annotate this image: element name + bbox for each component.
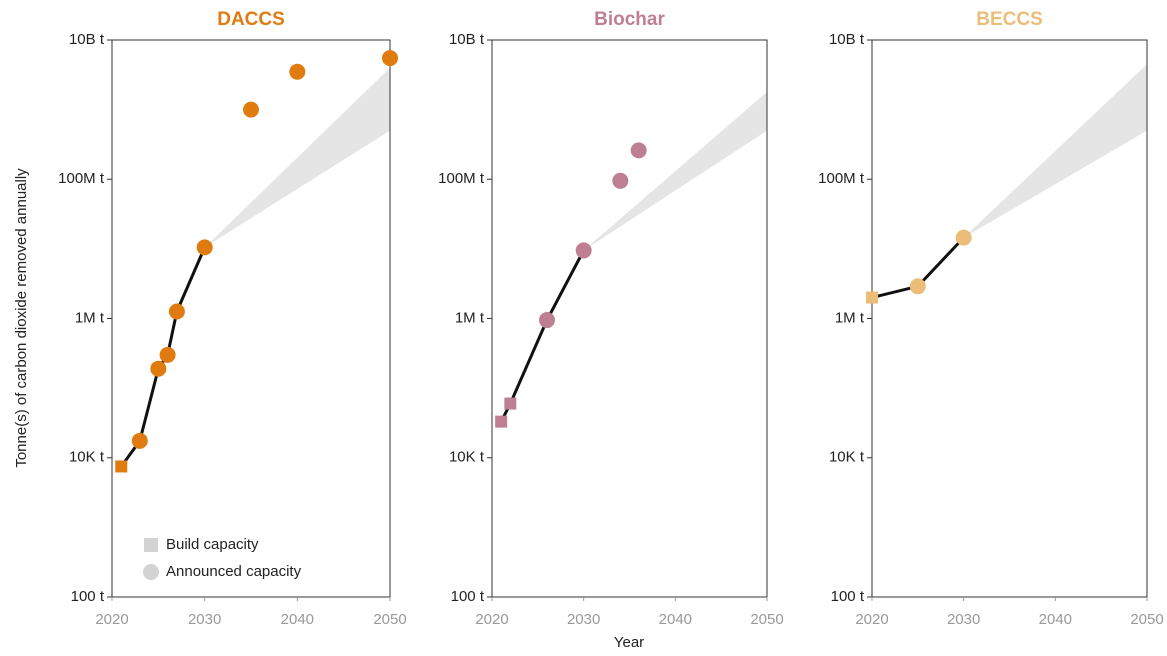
- announced-marker: [243, 101, 259, 118]
- announced-marker: [150, 360, 167, 377]
- x-tick-label: 2040: [281, 611, 314, 628]
- announced-marker: [168, 303, 185, 320]
- projection-band: [583, 91, 767, 251]
- y-tick-label: 10B t: [829, 31, 865, 48]
- y-tick-label: 100M t: [818, 170, 865, 187]
- panel-title: DACCS: [217, 9, 285, 30]
- projection-band: [204, 67, 390, 248]
- trend-line: [499, 249, 585, 423]
- projection-band: [963, 64, 1147, 238]
- build-marker: [866, 291, 878, 304]
- panel-title: BECCS: [976, 9, 1043, 30]
- x-axis-label: Year: [614, 634, 644, 651]
- announced-marker: [382, 50, 398, 67]
- x-tick-label: 2030: [947, 611, 980, 628]
- y-tick-label: 10B t: [69, 31, 105, 48]
- legend-marker: [144, 538, 158, 552]
- announced-marker: [955, 229, 972, 246]
- x-tick-label: 2020: [475, 611, 508, 628]
- announced-marker: [612, 172, 629, 189]
- x-tick-label: 2050: [750, 611, 783, 628]
- y-tick-label: 10K t: [829, 449, 865, 466]
- y-tick-label: 100 t: [71, 588, 105, 605]
- y-tick-label: 10K t: [449, 449, 485, 466]
- build-marker: [495, 415, 508, 428]
- y-tick-label: 100 t: [831, 588, 865, 605]
- build-marker: [504, 397, 517, 410]
- announced-marker: [539, 312, 555, 329]
- announced-marker: [131, 432, 148, 449]
- y-tick-label: 10K t: [69, 449, 105, 466]
- announced-marker: [289, 63, 306, 80]
- y-tick-label: 1M t: [835, 309, 865, 326]
- legend-label: Build capacity: [166, 536, 259, 553]
- y-tick-label: 1M t: [75, 309, 105, 326]
- announced-marker: [630, 142, 647, 159]
- y-tick-label: 100 t: [451, 588, 485, 605]
- x-tick-label: 2030: [188, 611, 221, 628]
- x-tick-label: 2050: [373, 611, 406, 628]
- build-marker: [115, 460, 128, 473]
- x-tick-label: 2030: [567, 611, 600, 628]
- y-tick-label: 100M t: [58, 170, 105, 187]
- legend-label: Announced capacity: [166, 563, 302, 580]
- announced-marker: [196, 239, 213, 256]
- x-tick-label: 2040: [659, 611, 692, 628]
- y-axis-label: Tonne(s) of carbon dioxide removed annua…: [13, 168, 30, 468]
- legend-marker: [143, 564, 159, 580]
- announced-marker: [575, 242, 592, 259]
- y-tick-label: 1M t: [455, 309, 485, 326]
- x-tick-label: 2050: [1130, 611, 1163, 628]
- x-tick-label: 2040: [1039, 611, 1072, 628]
- announced-marker: [909, 278, 926, 295]
- x-tick-label: 2020: [95, 611, 128, 628]
- x-tick-label: 2020: [855, 611, 888, 628]
- plot-frame: [491, 39, 768, 598]
- y-tick-label: 10B t: [449, 31, 485, 48]
- announced-marker: [159, 346, 176, 363]
- y-tick-label: 100M t: [438, 170, 485, 187]
- panel-title: Biochar: [594, 9, 665, 30]
